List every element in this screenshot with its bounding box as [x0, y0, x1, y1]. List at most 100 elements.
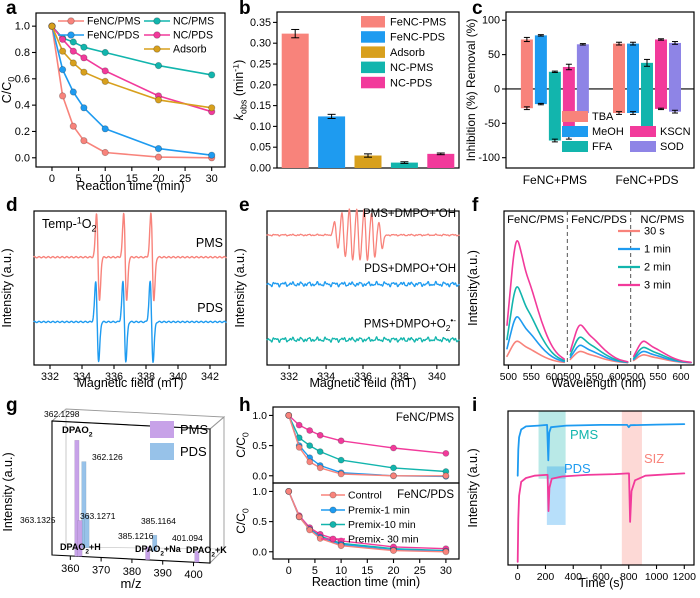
panel-e-letter: e [239, 195, 250, 216]
panel-i-letter: i [472, 395, 478, 416]
svg-text:Inhibition (%) Removal (%): Inhibition (%) Removal (%) [466, 19, 478, 162]
svg-text:200: 200 [537, 571, 555, 583]
svg-text:NC-PDS: NC-PDS [390, 77, 432, 89]
panel-d-letter: d [6, 195, 18, 216]
svg-text:Adsorb: Adsorb [173, 44, 207, 56]
svg-text:-50: -50 [484, 118, 500, 130]
svg-text:338: 338 [137, 371, 155, 383]
panel-f-letter: f [472, 195, 479, 216]
svg-text:PMS+DMPO+O2•-: PMS+DMPO+O2•- [364, 316, 456, 333]
svg-text:30 s: 30 s [644, 226, 665, 238]
panel-f-chart: FeNC/PMS 500 550 600 FeNC/PDS 500 550 600 NC/PMS… [466, 210, 695, 390]
svg-text:362.126: 362.126 [92, 452, 123, 462]
svg-text:PDS: PDS [197, 301, 223, 315]
svg-text:3 min: 3 min [644, 280, 671, 292]
svg-text:5: 5 [312, 565, 318, 577]
svg-text:385.1164: 385.1164 [141, 516, 176, 526]
svg-text:0.05: 0.05 [250, 142, 271, 154]
svg-text:550: 550 [586, 372, 603, 383]
svg-text:FeNC/PMS: FeNC/PMS [87, 16, 141, 28]
svg-text:Reaction time (min): Reaction time (min) [76, 179, 184, 193]
svg-text:FeNC/PMS: FeNC/PMS [396, 412, 454, 424]
svg-text:C/C0: C/C0 [0, 77, 17, 104]
svg-text:550: 550 [649, 372, 666, 383]
panel-i: i 0 200 400 600 800 1000 1200 PMS PDS SIZ Time (s)… [466, 395, 700, 598]
svg-text:kobs (min-1): kobs (min-1) [233, 60, 249, 121]
svg-text:Reaction time (min): Reaction time (min) [312, 575, 420, 589]
svg-text:10: 10 [335, 565, 347, 577]
svg-text:600: 600 [609, 372, 626, 383]
svg-text:340: 340 [169, 371, 187, 383]
svg-text:Intensity (a.u.): Intensity (a.u.) [1, 452, 15, 531]
svg-text:PDS: PDS [180, 444, 207, 459]
svg-text:FeNC+PMS: FeNC+PMS [523, 173, 587, 187]
svg-text:600: 600 [592, 571, 610, 583]
svg-text:Adsorb: Adsorb [390, 47, 425, 59]
panel-g: g 360 370 380 390 400 362.1298 DPAO2 362.126 363… [0, 395, 233, 598]
svg-text:380: 380 [123, 566, 141, 578]
svg-text:362.1298: 362.1298 [44, 409, 80, 419]
svg-text:0.20: 0.20 [250, 79, 271, 91]
svg-text:C/C0: C/C0 [234, 508, 251, 534]
svg-text:0.35: 0.35 [250, 17, 271, 29]
svg-text:1 min: 1 min [644, 244, 671, 256]
svg-text:401.094: 401.094 [172, 533, 203, 543]
panel-b: b 0.00 0.05 0.10 0.15 0.20 0.25 0.30 0.35 kobs (… [233, 0, 466, 197]
svg-text:370: 370 [92, 564, 110, 576]
svg-text:334: 334 [73, 371, 91, 383]
svg-text:FeNC-PDS: FeNC-PDS [390, 32, 445, 44]
svg-text:385.1216: 385.1216 [118, 531, 154, 541]
svg-text:0: 0 [49, 173, 55, 185]
svg-text:Time (s): Time (s) [578, 576, 623, 590]
svg-text:332: 332 [280, 371, 298, 383]
svg-text:Intensity (a.u.): Intensity (a.u.) [466, 448, 480, 527]
svg-text:550: 550 [523, 372, 540, 383]
svg-text:20: 20 [387, 565, 399, 577]
svg-text:FFA: FFA [592, 141, 613, 153]
svg-text:NC/PMS: NC/PMS [640, 214, 684, 226]
panel-d-chart: 332 334 336 338 340 342 PMS PDS Temp-1O2 Magnetic… [0, 210, 227, 390]
panel-c-chart: -100 -50 0 50 100 FeNC+PMS FeNC+PDS Inhibition … [466, 11, 695, 187]
svg-text:336: 336 [105, 371, 123, 383]
svg-text:NC/PMS: NC/PMS [173, 16, 214, 28]
svg-text:DPAO2+H: DPAO2+H [60, 542, 101, 556]
svg-text:0: 0 [286, 565, 292, 577]
svg-text:0.5: 0.5 [252, 516, 267, 528]
svg-text:KSCN: KSCN [660, 126, 691, 138]
svg-text:10: 10 [99, 173, 111, 185]
svg-text:1.0: 1.0 [252, 486, 267, 498]
svg-text:500: 500 [626, 372, 643, 383]
panel-d: d 332 334 336 338 340 342 PMS PDS Temp-1O2 Magnet… [0, 195, 233, 397]
svg-text:0: 0 [515, 571, 521, 583]
panel-c: c -100 -50 0 50 100 FeNC+PMS FeNC+PDS Inhibitio… [466, 0, 700, 197]
svg-text:FeNC/PDS: FeNC/PDS [87, 30, 139, 42]
svg-text:0.30: 0.30 [250, 38, 271, 50]
svg-text:0.15: 0.15 [250, 100, 271, 112]
svg-text:Intensity (a.u.): Intensity (a.u.) [0, 248, 14, 327]
panel-g-chart: 360 370 380 390 400 362.1298 DPAO2 362.126 363.1… [1, 408, 227, 591]
svg-text:342: 342 [201, 371, 219, 383]
panel-a-chart: 0 5 10 15 20 25 30 0.0 0.2 0.4 0.6 0.8 1.0 Reaction t… [0, 12, 226, 193]
panel-h-letter: h [239, 395, 251, 416]
svg-text:NC/PDS: NC/PDS [173, 30, 213, 42]
svg-text:C/C0: C/C0 [234, 432, 251, 458]
svg-text:MeOH: MeOH [592, 126, 624, 138]
panel-b-letter: b [239, 0, 251, 19]
svg-text:Wavelength (nm): Wavelength (nm) [552, 376, 647, 390]
svg-text:Control: Control [348, 490, 382, 502]
svg-text:363.1271: 363.1271 [80, 511, 116, 521]
svg-text:DPAO2+K: DPAO2+K [186, 545, 227, 559]
svg-text:600: 600 [546, 372, 563, 383]
panel-c-letter: c [472, 0, 483, 19]
svg-text:PMS: PMS [180, 422, 209, 437]
panel-h-chart: 0.0 0.5 1.0 0.0 0.5 1.0 0 5 10 15 20 25 30 FeNC/PMS Fe… [234, 406, 460, 589]
panel-e-chart: 332 334 336 338 340 PMS+DMPO+•OH PDS+DMPO+•OH P… [233, 206, 460, 390]
svg-text:PDS+DMPO+•OH: PDS+DMPO+•OH [364, 261, 456, 276]
panel-i-chart: 0 200 400 600 800 1000 1200 PMS PDS SIZ Time (s) In… [466, 410, 696, 590]
svg-text:-100: -100 [478, 152, 500, 164]
svg-text:338: 338 [391, 371, 409, 383]
svg-text:FeNC-PMS: FeNC-PMS [390, 17, 446, 29]
svg-text:Premix-10 min: Premix-10 min [348, 519, 416, 531]
svg-text:FeNC+PDS: FeNC+PDS [615, 173, 678, 187]
panel-b-chart: 0.00 0.05 0.10 0.15 0.20 0.25 0.30 0.35 kobs (mi… [233, 11, 460, 175]
